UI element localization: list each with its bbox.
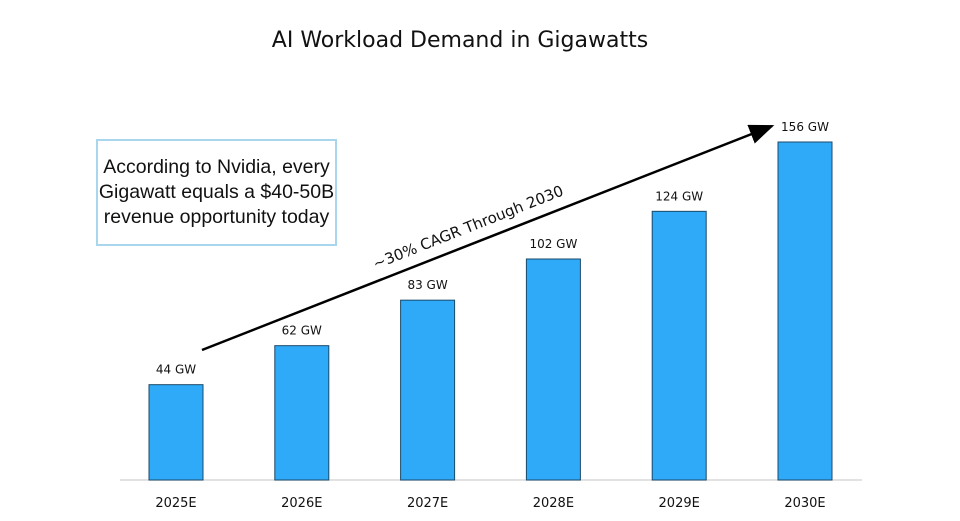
note-box: According to Nvidia, every Gigawatt equa… <box>96 139 337 246</box>
bar-2027E <box>400 299 456 481</box>
bar-2030E <box>777 141 833 481</box>
chart-title: AI Workload Demand in Gigawatts <box>271 28 649 53</box>
data-label: 83 GW <box>407 278 447 292</box>
x-tick-label: 2030E <box>784 496 825 511</box>
data-label: 156 GW <box>781 120 829 134</box>
bar-2025E <box>148 384 204 481</box>
data-label: 102 GW <box>529 237 577 251</box>
x-tick-label: 2027E <box>407 496 448 511</box>
data-label: 124 GW <box>655 189 703 203</box>
x-tick-label: 2029E <box>659 496 700 511</box>
data-label: 44 GW <box>156 363 196 377</box>
data-label: 62 GW <box>282 324 322 338</box>
cagr-arrow <box>201 124 775 352</box>
bar-2029E <box>651 210 707 481</box>
x-tick-label: 2028E <box>533 496 574 511</box>
bar-2026E <box>274 345 330 481</box>
x-tick-label: 2026E <box>281 496 322 511</box>
bar-2028E <box>525 258 581 481</box>
x-tick-label: 2025E <box>155 496 196 511</box>
